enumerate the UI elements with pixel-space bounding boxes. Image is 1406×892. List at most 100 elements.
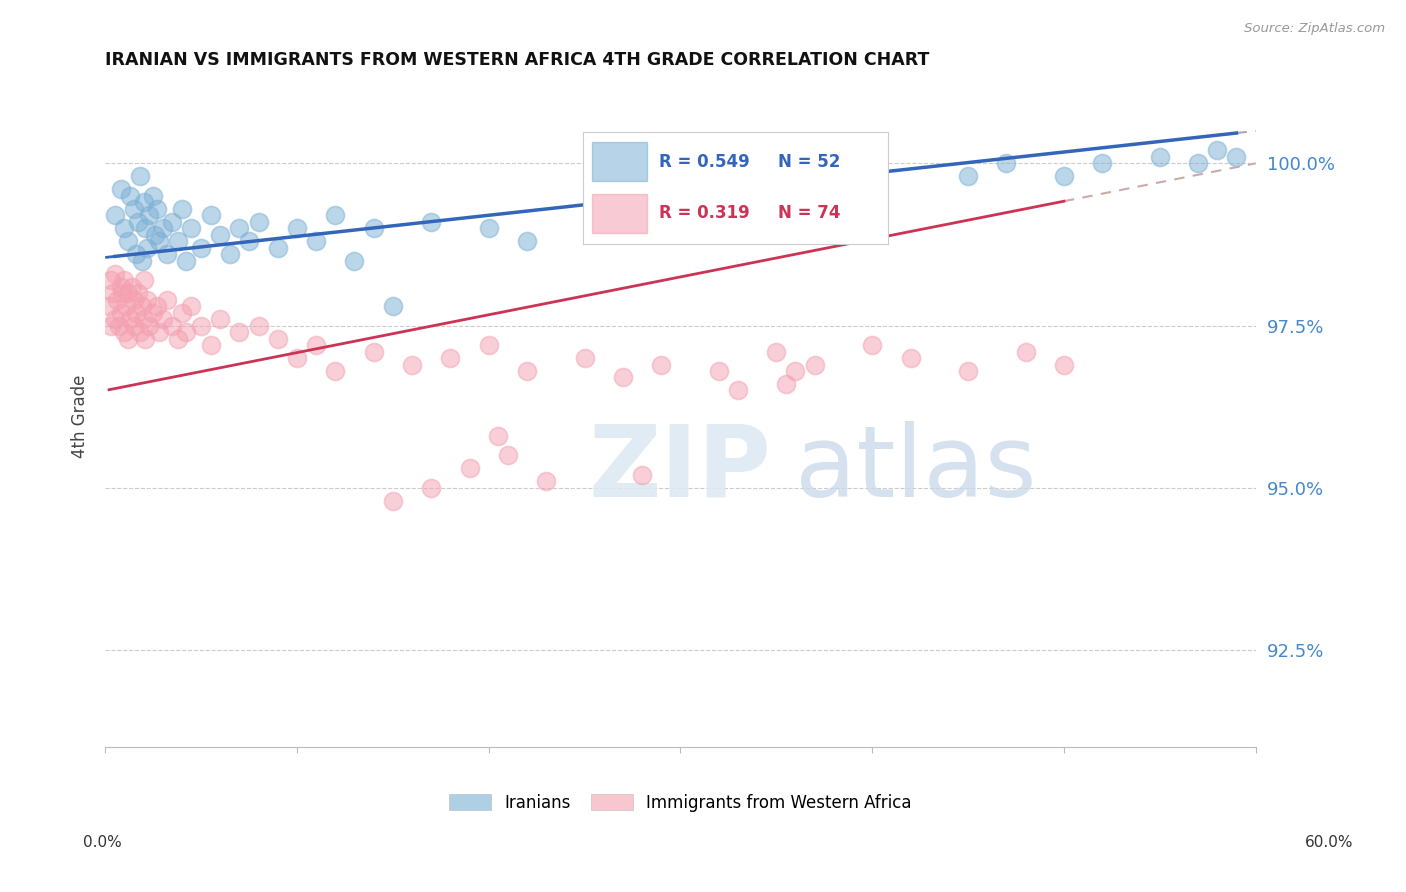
Point — [180, 299, 202, 313]
Point — [228, 325, 250, 339]
Point — [120, 189, 142, 203]
Point — [247, 215, 270, 229]
Point — [162, 215, 184, 229]
Point — [765, 344, 787, 359]
Point — [612, 370, 634, 384]
Point — [104, 312, 127, 326]
Point — [238, 234, 260, 248]
Point — [478, 338, 501, 352]
Point — [496, 448, 519, 462]
Point — [142, 305, 165, 319]
Point — [534, 475, 557, 489]
Point — [267, 241, 290, 255]
Point — [110, 182, 132, 196]
Point — [200, 338, 222, 352]
Point — [110, 279, 132, 293]
Point — [190, 318, 212, 333]
Point — [1014, 344, 1036, 359]
Point — [957, 364, 980, 378]
Point — [132, 195, 155, 210]
Point — [120, 312, 142, 326]
Point — [138, 318, 160, 333]
Point — [285, 351, 308, 365]
Point — [112, 325, 135, 339]
Point — [162, 318, 184, 333]
Point — [323, 364, 346, 378]
Point — [148, 325, 170, 339]
Point — [170, 305, 193, 319]
Point — [122, 202, 145, 216]
Point — [122, 318, 145, 333]
Point — [381, 299, 404, 313]
Point — [486, 429, 509, 443]
Point — [957, 169, 980, 184]
Point — [117, 234, 139, 248]
Point — [1225, 150, 1247, 164]
Point — [167, 234, 190, 248]
Point — [128, 169, 150, 184]
Point — [785, 364, 807, 378]
Point — [138, 208, 160, 222]
Point — [190, 241, 212, 255]
Point — [110, 305, 132, 319]
Point — [631, 467, 654, 482]
Point — [105, 293, 128, 307]
Point — [174, 325, 197, 339]
Point — [148, 234, 170, 248]
Point — [98, 299, 121, 313]
Point — [765, 189, 787, 203]
Point — [860, 338, 883, 352]
Point — [1187, 156, 1209, 170]
Point — [155, 247, 177, 261]
Point — [127, 215, 149, 229]
Point — [174, 253, 197, 268]
Text: ZIP: ZIP — [588, 421, 772, 518]
Point — [267, 332, 290, 346]
Point — [131, 253, 153, 268]
Point — [128, 325, 150, 339]
Point — [125, 247, 148, 261]
Point — [343, 253, 366, 268]
Point — [458, 461, 481, 475]
Point — [209, 312, 232, 326]
Point — [122, 293, 145, 307]
Point — [132, 273, 155, 287]
Point — [1053, 358, 1076, 372]
Point — [218, 247, 240, 261]
Text: 0.0%: 0.0% — [83, 836, 122, 850]
Point — [121, 279, 143, 293]
Point — [439, 351, 461, 365]
Point — [115, 299, 138, 313]
Point — [228, 221, 250, 235]
Point — [180, 221, 202, 235]
Point — [1091, 156, 1114, 170]
Text: IRANIAN VS IMMIGRANTS FROM WESTERN AFRICA 4TH GRADE CORRELATION CHART: IRANIAN VS IMMIGRANTS FROM WESTERN AFRIC… — [105, 51, 929, 69]
Point — [516, 364, 538, 378]
Point — [381, 493, 404, 508]
Point — [1206, 144, 1229, 158]
Point — [143, 227, 166, 242]
Point — [155, 293, 177, 307]
Point — [860, 182, 883, 196]
Point — [420, 481, 443, 495]
Point — [100, 318, 122, 333]
Point — [136, 293, 159, 307]
Point — [125, 305, 148, 319]
Point — [574, 351, 596, 365]
Point — [247, 318, 270, 333]
Legend: Iranians, Immigrants from Western Africa: Iranians, Immigrants from Western Africa — [450, 794, 911, 812]
Point — [363, 344, 385, 359]
Point — [134, 332, 156, 346]
Text: Source: ZipAtlas.com: Source: ZipAtlas.com — [1244, 22, 1385, 36]
Point — [305, 234, 328, 248]
Point — [285, 221, 308, 235]
Point — [152, 221, 174, 235]
Point — [727, 384, 749, 398]
Point — [200, 208, 222, 222]
Point — [167, 332, 190, 346]
Point — [146, 202, 169, 216]
Point — [707, 364, 730, 378]
Point — [775, 376, 797, 391]
Point — [152, 312, 174, 326]
Point — [142, 189, 165, 203]
